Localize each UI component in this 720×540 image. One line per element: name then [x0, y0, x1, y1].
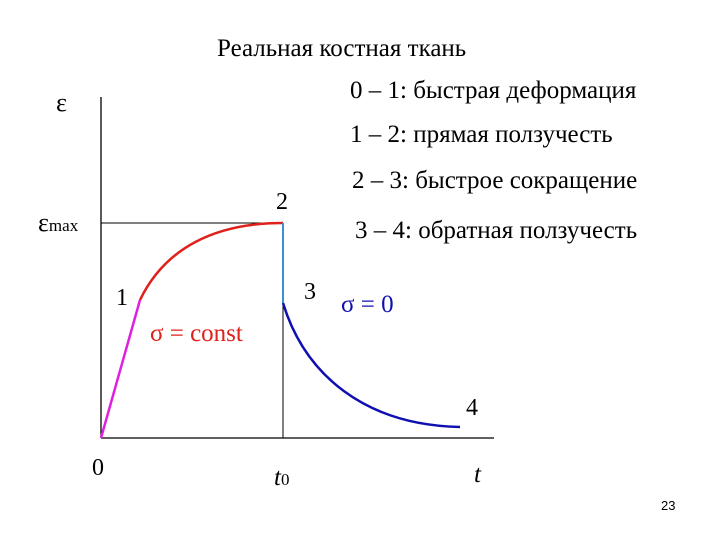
legend-item-1-2: 1 – 2: прямая ползучесть [350, 121, 613, 148]
x-axis-label: t [474, 461, 481, 488]
legend-item-3-4: 3 – 4: обратная ползучесть [355, 217, 638, 244]
diagram-title: Реальная костная ткань [217, 35, 467, 62]
t0-subscript: 0 [280, 470, 290, 489]
point-label-0: 0 [92, 455, 104, 481]
y-axis-label: ε [56, 88, 67, 117]
curve-segment-3-4 [281, 302, 461, 429]
emax-label: εmax [38, 208, 79, 237]
curve-segment-1-2 [138, 221, 284, 301]
sigma-const-annotation: σ = const [150, 320, 243, 347]
legend-item-2-3: 2 – 3: быстрое сокращение [352, 167, 638, 194]
point-label-2: 2 [276, 189, 288, 215]
page-number: 23 [661, 498, 676, 513]
curve-segment-0-1 [99, 299, 142, 439]
t0-label: t0 [274, 464, 290, 491]
point-label-4: 4 [466, 395, 478, 421]
legend-item-0-1: 0 – 1: быстрая деформация [350, 77, 637, 104]
point-label-1: 1 [116, 285, 128, 311]
emax-subscript: max [48, 216, 79, 235]
point-label-3: 3 [304, 279, 316, 305]
sigma-zero-annotation: σ = 0 [341, 291, 394, 318]
